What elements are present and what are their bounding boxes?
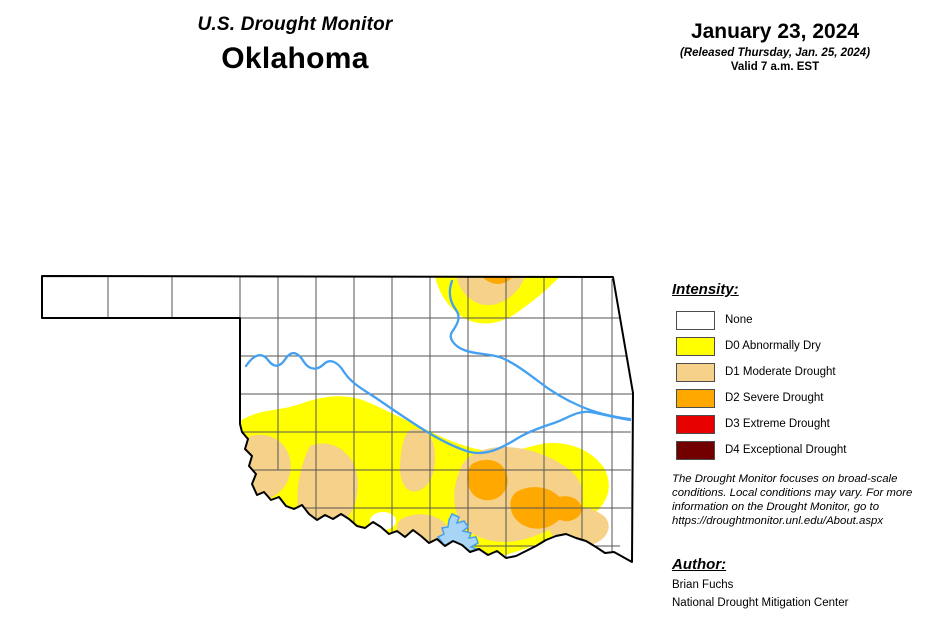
swatch-d3 bbox=[676, 414, 715, 434]
legend-item-d4: D4 Exceptional Drought bbox=[672, 437, 932, 463]
state-name-title: Oklahoma bbox=[221, 42, 369, 75]
d2-region-core-east-lobe bbox=[552, 496, 582, 522]
state-outline bbox=[41, 275, 634, 563]
legend-item-d1: D1 Moderate Drought bbox=[672, 359, 932, 385]
legend-label: D4 Exceptional Drought bbox=[725, 444, 847, 456]
d1-region-lake-west bbox=[396, 514, 449, 554]
river-arkansas bbox=[448, 279, 632, 421]
river-cimarron-canadian bbox=[244, 351, 632, 455]
author-org: National Drought Mitigation Center bbox=[672, 597, 849, 609]
legend: Intensity: None D0 Abnormally Dry D1 Mod… bbox=[672, 281, 932, 463]
legend-label: D2 Severe Drought bbox=[725, 392, 824, 404]
title-block: U.S. Drought Monitor Oklahoma bbox=[95, 14, 495, 76]
swatch-d4 bbox=[676, 440, 715, 460]
swatch-none bbox=[676, 310, 715, 330]
valid-time: Valid 7 a.m. EST bbox=[730, 61, 820, 73]
legend-label: D1 Moderate Drought bbox=[725, 366, 836, 378]
swatch-d0 bbox=[676, 336, 715, 356]
swatch-d2 bbox=[676, 388, 715, 408]
author-block: Author: Brian Fuchs National Drought Mit… bbox=[672, 556, 932, 609]
release-date: (Released Thursday, Jan. 25, 2024) bbox=[679, 47, 871, 59]
legend-item-d0: D0 Abnormally Dry bbox=[672, 333, 932, 359]
disclaimer-text: The Drought Monitor focuses on broad-sca… bbox=[672, 473, 913, 527]
legend-label: D3 Extreme Drought bbox=[725, 418, 830, 430]
legend-item-d3: D3 Extreme Drought bbox=[672, 411, 932, 437]
map-date: January 23, 2024 bbox=[690, 20, 860, 43]
date-block: January 23, 2024 (Released Thursday, Jan… bbox=[640, 20, 910, 73]
d1-region-central-west bbox=[297, 443, 358, 538]
legend-label: D0 Abnormally Dry bbox=[725, 340, 821, 352]
legend-heading: Intensity: bbox=[672, 281, 739, 298]
author-name: Brian Fuchs bbox=[672, 579, 734, 591]
county-grid bbox=[42, 276, 633, 560]
author-heading: Author: bbox=[672, 556, 727, 573]
legend-item-d2: D2 Severe Drought bbox=[672, 385, 932, 411]
d1-region-middle-band bbox=[399, 429, 436, 492]
swatch-d1 bbox=[676, 362, 715, 382]
legend-label: None bbox=[725, 314, 753, 326]
legend-item-none: None bbox=[672, 307, 932, 333]
d2-region-core-west bbox=[467, 459, 508, 501]
page-title: U.S. Drought Monitor bbox=[197, 14, 393, 35]
